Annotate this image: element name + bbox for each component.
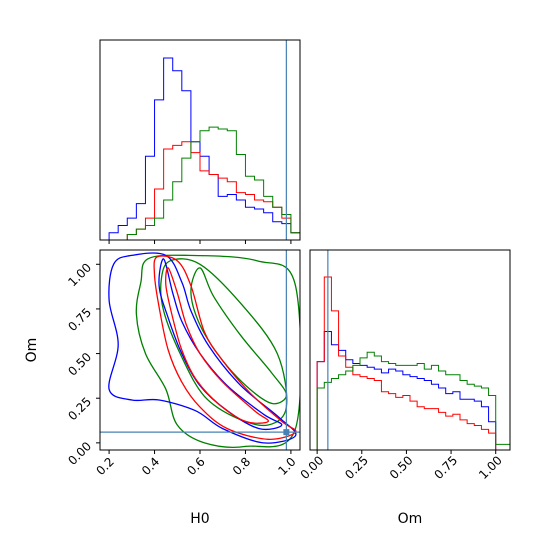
contour-red-inner bbox=[165, 267, 270, 424]
om-y-tick-label: 0.50 bbox=[65, 350, 94, 379]
om-histogram-blue bbox=[310, 331, 510, 451]
right-histogram-panel: 0.00 0.25 0.50 0.75 1.00 bbox=[298, 249, 511, 482]
om-y-tick-label: 1.00 bbox=[65, 261, 94, 290]
right-panel-ticks: 0.00 0.25 0.50 0.75 1.00 bbox=[298, 450, 505, 482]
h0-histogram-green bbox=[100, 126, 301, 241]
om-x-tick-label: 0.50 bbox=[387, 453, 416, 482]
h0-x-tick-label: 1.0 bbox=[275, 455, 298, 478]
x-axis-label-om: Om bbox=[398, 511, 423, 527]
h0-x-tick-label: 0.2 bbox=[93, 455, 116, 478]
joint-truth-marker bbox=[283, 429, 290, 436]
h0-histogram-red bbox=[100, 141, 301, 241]
om-histogram-green bbox=[310, 351, 511, 451]
right-panel-frame bbox=[309, 249, 511, 451]
om-y-tick-label: 0.00 bbox=[65, 439, 94, 468]
om-x-tick-label: 0.25 bbox=[342, 453, 371, 482]
contour-green-middle bbox=[160, 258, 288, 427]
h0-histogram-bars bbox=[100, 57, 301, 241]
joint-contour-panel: 0.2 0.4 0.6 0.8 1.0 0.00 0.25 0.50 0.75 1.00 bbox=[65, 249, 301, 478]
om-x-tick-label: 0.75 bbox=[431, 453, 460, 482]
h0-x-tick-label: 0.8 bbox=[230, 455, 253, 478]
top-histogram-panel bbox=[99, 39, 301, 244]
contour-blue-inner bbox=[158, 258, 283, 431]
contour-green-outer bbox=[135, 254, 300, 449]
om-y-tick-label: 0.75 bbox=[65, 305, 94, 334]
om-x-tick-label: 1.00 bbox=[476, 453, 505, 482]
joint-contours bbox=[108, 252, 300, 449]
x-axis-label-h0: H0 bbox=[190, 511, 209, 527]
om-y-tick-label: 0.25 bbox=[65, 394, 94, 423]
top-panel-ticks bbox=[108, 240, 292, 244]
h0-x-tick-label: 0.4 bbox=[139, 455, 162, 478]
contour-red-outer bbox=[153, 255, 297, 440]
contour-green-inner bbox=[190, 267, 288, 405]
contour-blue-outer bbox=[108, 252, 297, 444]
h0-x-tick-label: 0.6 bbox=[184, 455, 207, 478]
h0-histogram-blue bbox=[100, 57, 301, 241]
joint-panel-frame bbox=[99, 249, 301, 451]
om-histogram-bars bbox=[310, 276, 511, 451]
om-x-tick-label: 0.00 bbox=[298, 453, 327, 482]
om-histogram-red bbox=[310, 276, 510, 451]
y-axis-label-om: Om bbox=[24, 338, 40, 363]
